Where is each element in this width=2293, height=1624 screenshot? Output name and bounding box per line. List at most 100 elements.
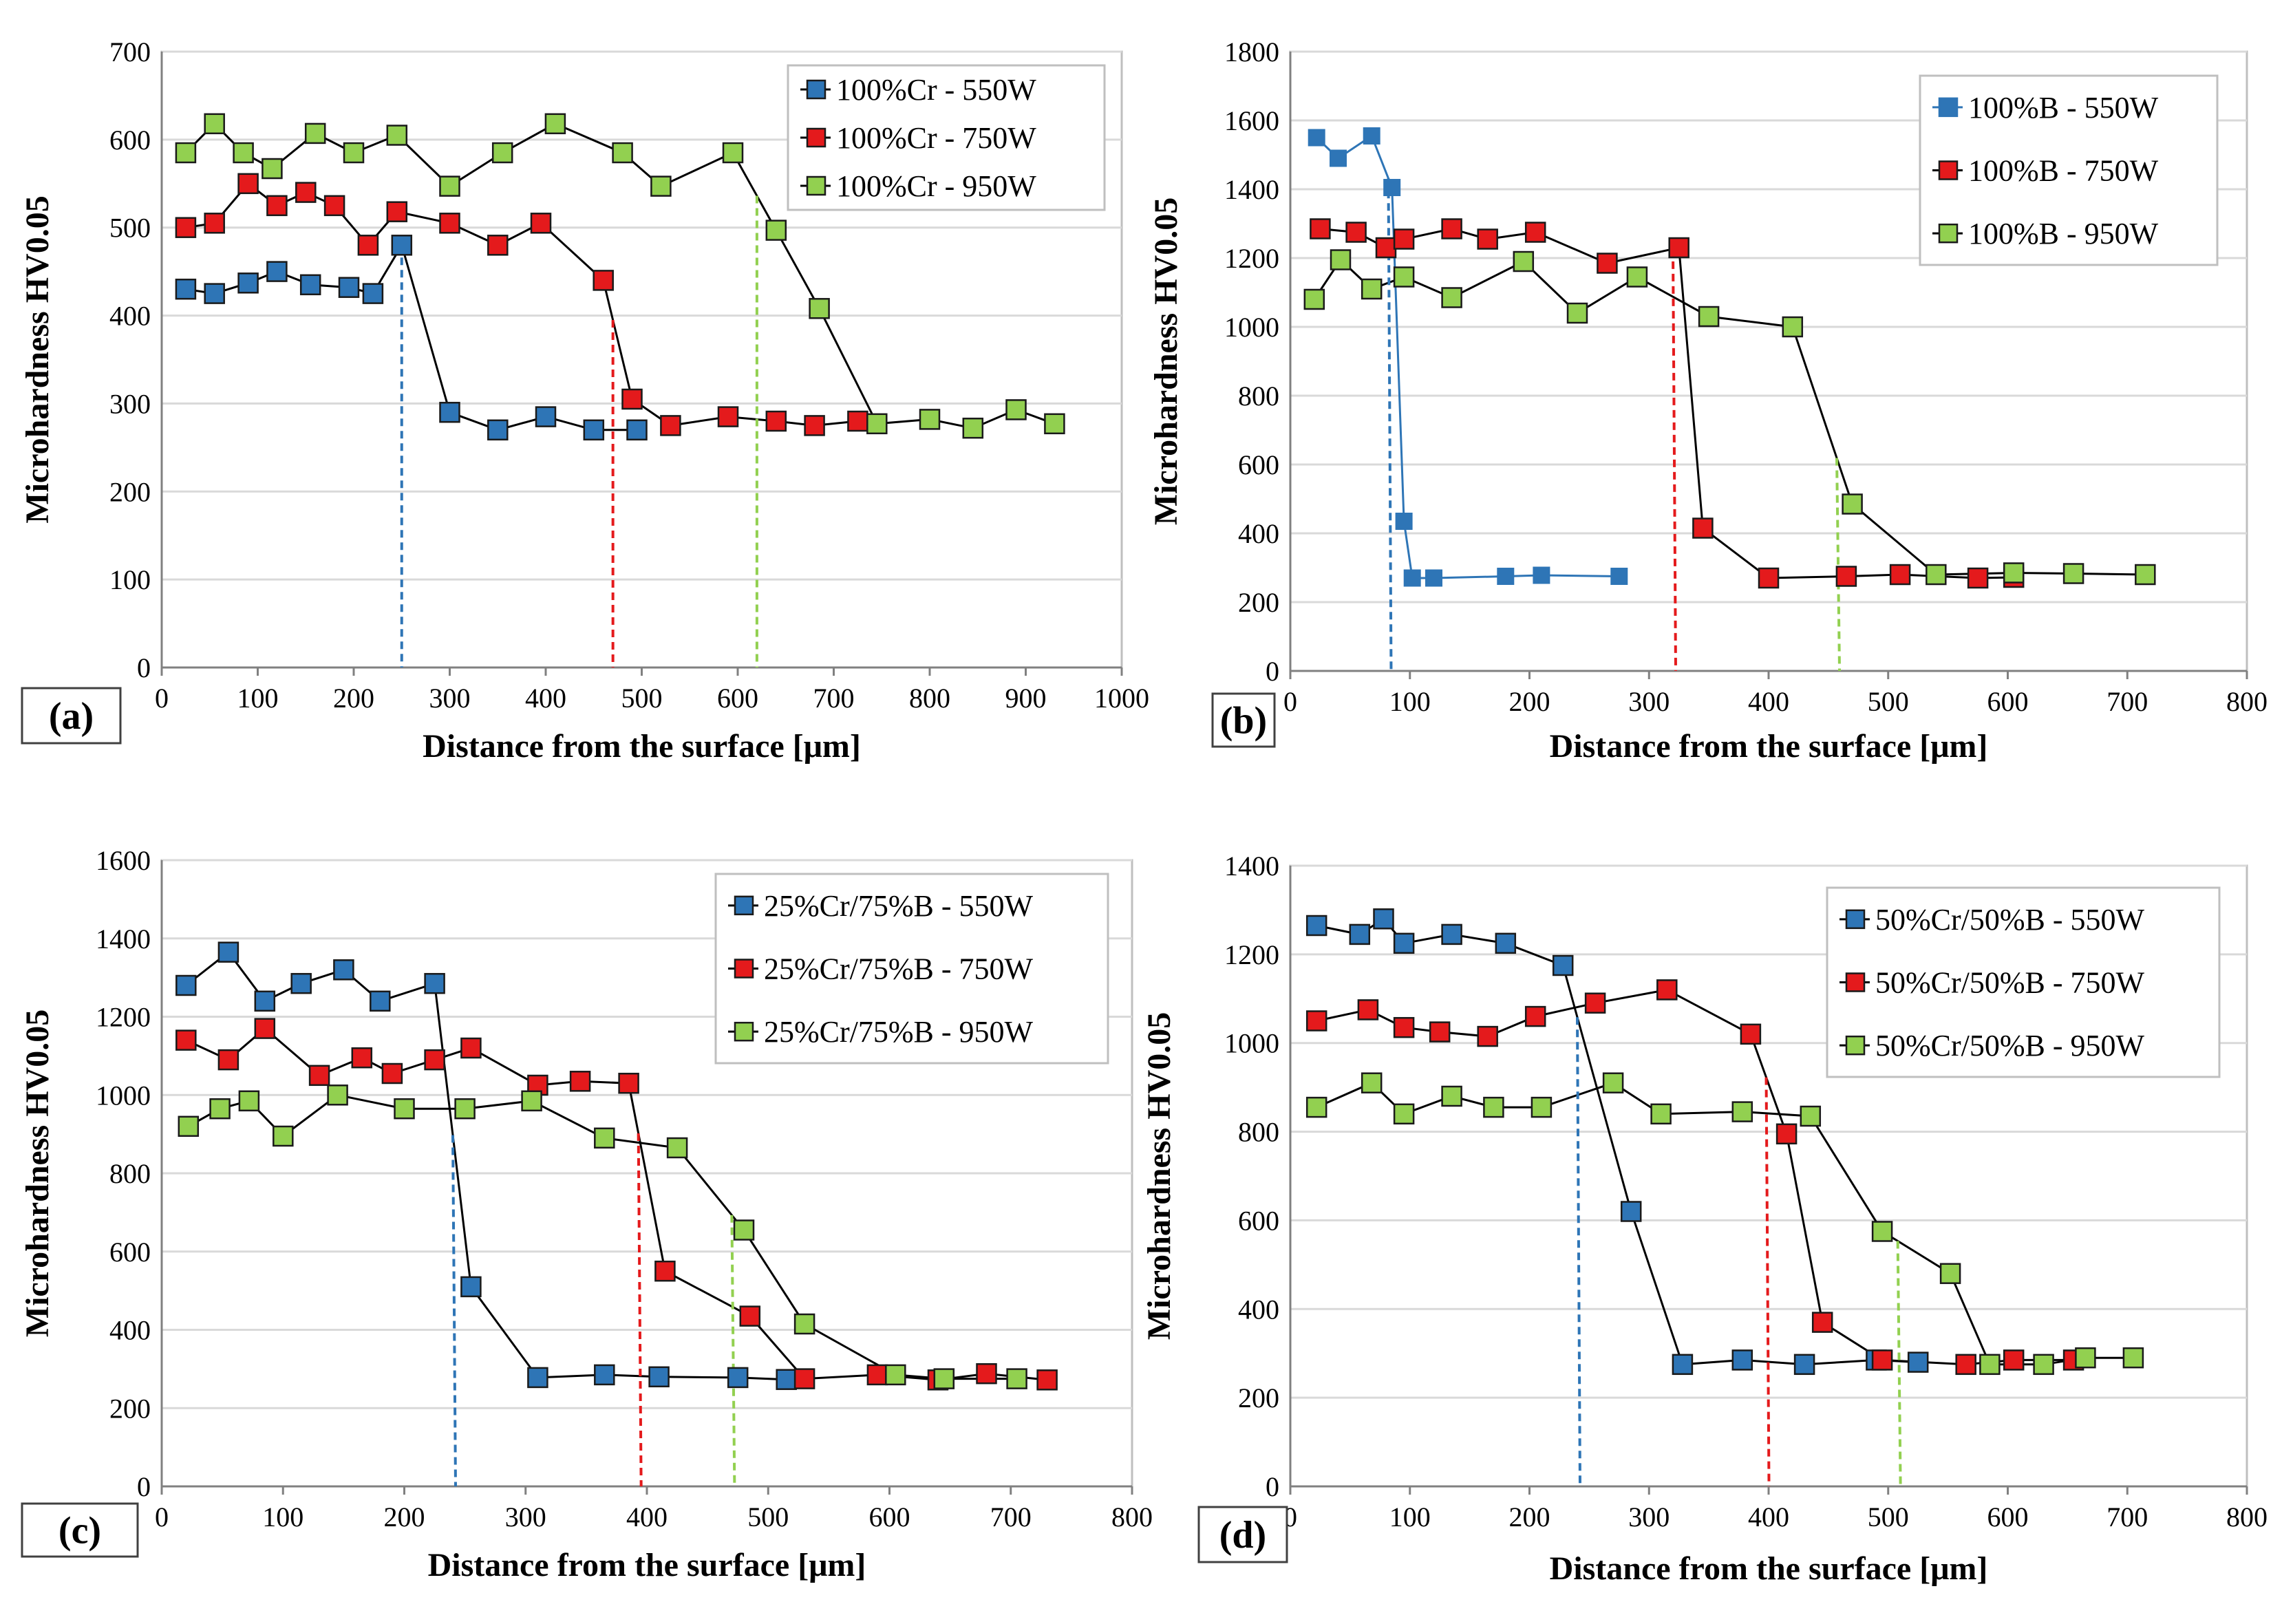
data-point <box>209 1098 231 1120</box>
x-tick-label: 200 <box>1509 1502 1550 1532</box>
x-axis-title: Distance from the surface [μm] <box>1550 1550 1988 1587</box>
legend-label: 100%Cr - 550W <box>836 73 1036 107</box>
data-point <box>626 419 648 441</box>
data-point <box>776 1369 797 1390</box>
data-point <box>454 1098 476 1120</box>
data-point <box>1955 1354 1976 1376</box>
data-point <box>386 201 408 222</box>
data-point <box>535 406 557 427</box>
boundary-dash-line-3 <box>1896 1241 1902 1487</box>
legend: 50%Cr/50%B - 550W 50%Cr/50%B - 750W 50%Cr/… <box>1826 886 2221 1078</box>
panel-label-box <box>1197 1506 1288 1563</box>
data-point <box>1835 566 1857 587</box>
x-tick-label: 400 <box>1748 1502 1789 1532</box>
data-point <box>262 158 283 180</box>
y-tick-label: 400 <box>1238 1294 1279 1325</box>
data-point <box>1731 1101 1753 1122</box>
legend-label: 100%B - 550W <box>1968 91 2159 125</box>
boundary-dash-line-2 <box>1764 1077 1771 1487</box>
data-point <box>1363 127 1380 145</box>
data-point <box>370 990 391 1012</box>
x-tick-label: 100 <box>262 1502 303 1532</box>
data-point <box>308 1065 330 1087</box>
data-point <box>866 413 888 435</box>
legend-marker <box>1845 972 1866 992</box>
data-point <box>1305 1096 1327 1118</box>
legend-label: 50%Cr/50%B - 950W <box>1875 1029 2145 1062</box>
data-point <box>1793 1354 1815 1376</box>
y-tick-label: 800 <box>109 1158 151 1189</box>
data-point <box>733 1219 755 1241</box>
data-point <box>254 1018 276 1039</box>
legend-box <box>1919 74 2219 266</box>
data-point <box>460 1276 482 1298</box>
legend-marker <box>734 895 754 916</box>
data-point <box>1740 1023 1762 1045</box>
data-point <box>233 142 254 164</box>
data-point <box>1429 1021 1451 1043</box>
data-point <box>593 270 614 291</box>
data-point <box>594 1364 615 1386</box>
legend-marker <box>806 175 826 196</box>
data-point <box>1373 908 1394 930</box>
legend-box <box>714 873 1109 1065</box>
data-point <box>266 261 288 282</box>
data-point <box>424 1049 445 1071</box>
y-tick-label: 300 <box>109 388 151 419</box>
panel-label-box <box>21 687 122 745</box>
y-tick-label: 400 <box>109 301 151 332</box>
data-point <box>1305 915 1327 937</box>
y-tick-label: 1600 <box>96 845 151 876</box>
panel-label: (d) <box>1219 1514 1266 1557</box>
legend-label: 25%Cr/75%B - 750W <box>764 952 1034 986</box>
data-point <box>765 410 787 432</box>
legend: 25%Cr/75%B - 550W 25%Cr/75%B - 750W 25%Cr/… <box>714 873 1109 1065</box>
data-point <box>2135 564 2156 586</box>
data-point <box>2003 562 2025 584</box>
panel-label: (b) <box>1220 700 1267 742</box>
data-point <box>1531 1096 1553 1118</box>
legend-label: 100%B - 950W <box>1968 217 2159 250</box>
legend-box <box>1826 886 2221 1078</box>
y-tick-label: 200 <box>1238 587 1279 618</box>
chart-panel-1: 0 100 200 300 400 500 600 700 0 100 200 300 400 500 60… <box>19 36 1149 765</box>
data-point <box>1731 1349 1753 1371</box>
data-point <box>1383 179 1401 196</box>
data-point <box>1036 1369 1058 1391</box>
data-point <box>660 415 681 436</box>
x-tick-label: 200 <box>384 1502 425 1532</box>
x-tick-label: 300 <box>505 1502 546 1532</box>
y-tick-label: 1000 <box>1224 312 1279 343</box>
legend-label: 100%B - 750W <box>1968 154 2159 188</box>
data-point <box>175 278 197 300</box>
boundary-dash-line-1 <box>451 1135 457 1487</box>
y-tick-label: 600 <box>109 1237 151 1268</box>
data-point <box>1303 288 1325 310</box>
x-tick-label: 700 <box>813 683 855 714</box>
x-axis-title: Distance from the surface [μm] <box>428 1547 866 1583</box>
y-tick-label: 1600 <box>1224 105 1279 136</box>
legend-marker <box>1938 97 1959 118</box>
y-tick-label: 0 <box>137 652 151 683</box>
data-point <box>1441 1085 1462 1107</box>
data-point <box>1330 149 1347 167</box>
data-point <box>976 1363 997 1385</box>
data-point <box>299 274 321 296</box>
data-point <box>1626 266 1648 288</box>
data-point <box>530 213 552 234</box>
data-point <box>1650 1103 1672 1125</box>
panel-label-box <box>21 1502 139 1558</box>
data-point <box>1566 302 1588 324</box>
data-point <box>290 972 312 994</box>
data-point <box>885 1364 906 1386</box>
data-point <box>1775 1123 1798 1145</box>
x-tick-label: 500 <box>621 683 663 714</box>
data-point <box>666 1137 688 1159</box>
data-point <box>381 1062 403 1085</box>
legend-label: 100%Cr - 950W <box>836 169 1036 203</box>
data-point <box>175 974 197 996</box>
y-tick-label: 200 <box>1238 1382 1279 1413</box>
data-point <box>1698 306 1720 328</box>
data-point <box>424 972 445 994</box>
